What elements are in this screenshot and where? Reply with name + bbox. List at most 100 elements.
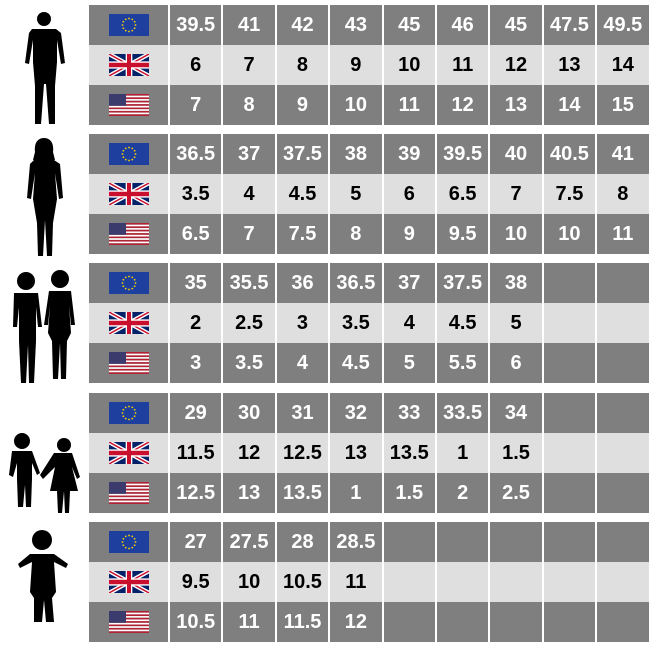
uk-flag-icon xyxy=(89,433,168,473)
size-cell: 35 xyxy=(170,263,222,303)
size-group: 35 35.5 36 36.5 37 37.5 38 2 2.5 3 3.5 4 4.5 5 3 3.5 4 4.… xyxy=(0,263,650,383)
size-cell: 7 xyxy=(490,174,542,214)
size-cell: 2 xyxy=(170,303,222,343)
size-cell xyxy=(597,433,649,473)
woman-silhouette-icon xyxy=(27,138,63,256)
size-cell: 36 xyxy=(276,263,329,303)
us-size-row: 10.5 11 11.5 12 xyxy=(89,602,649,642)
size-cell: 13 xyxy=(330,433,382,473)
size-cell: 38 xyxy=(330,134,382,174)
size-cell xyxy=(543,562,596,602)
us-size-row: 3 3.5 4 4.5 5 5.5 6 xyxy=(89,343,649,383)
size-cell xyxy=(543,473,596,513)
size-cell: 12 xyxy=(490,45,542,85)
size-cell: 37 xyxy=(383,263,435,303)
size-cell: 7 xyxy=(170,85,222,125)
eu-size-row: 36.5 37 37.5 38 39 39.5 40 40.5 41 xyxy=(89,134,649,174)
size-cell: 5 xyxy=(330,174,382,214)
size-cell: 32 xyxy=(330,393,382,433)
size-cell: 5.5 xyxy=(436,343,489,383)
size-cell: 5 xyxy=(490,303,542,343)
size-cell: 11 xyxy=(383,85,435,125)
us-size-row: 6.5 7 7.5 8 9 9.5 10 10 11 xyxy=(89,214,649,254)
size-cell: 13.5 xyxy=(383,433,435,473)
us-flag-icon xyxy=(89,343,168,383)
size-group: 36.5 37 37.5 38 39 39.5 40 40.5 41 3.5 4 4.5 5 6 6.5 7 7… xyxy=(0,134,650,256)
size-cell: 10 xyxy=(330,85,382,125)
size-cell: 29 xyxy=(170,393,222,433)
us-flag-icon xyxy=(89,85,168,125)
size-cell: 6 xyxy=(490,343,542,383)
size-cell: 10.5 xyxy=(276,562,329,602)
size-cell: 11 xyxy=(330,562,382,602)
children-silhouette-icon xyxy=(9,433,80,513)
size-cell: 11 xyxy=(223,602,275,642)
uk-size-row: 11.5 12 12.5 13 13.5 1 1.5 xyxy=(89,433,649,473)
size-cell xyxy=(383,602,435,642)
teens-silhouette-icon xyxy=(13,270,75,383)
size-cell: 14 xyxy=(597,45,649,85)
size-cell xyxy=(597,473,649,513)
size-cell: 8 xyxy=(276,45,329,85)
size-cell: 12 xyxy=(223,433,275,473)
size-cell xyxy=(383,522,435,562)
uk-flag-icon xyxy=(89,174,168,214)
size-cell xyxy=(436,562,489,602)
size-cell: 10 xyxy=(383,45,435,85)
size-cell: 7.5 xyxy=(276,214,329,254)
size-cell: 11.5 xyxy=(276,602,329,642)
size-cell xyxy=(436,602,489,642)
size-cell: 1.5 xyxy=(383,473,435,513)
size-cell xyxy=(597,393,649,433)
eu-flag-icon xyxy=(89,134,168,174)
size-cell: 6.5 xyxy=(436,174,489,214)
size-cell: 5 xyxy=(383,343,435,383)
size-cell xyxy=(597,522,649,562)
size-cell: 11.5 xyxy=(170,433,222,473)
eu-size-row: 27 27.5 28 28.5 xyxy=(89,522,649,562)
size-cell: 3.5 xyxy=(330,303,382,343)
size-cell: 9 xyxy=(383,214,435,254)
size-cell xyxy=(383,562,435,602)
us-flag-icon xyxy=(89,473,168,513)
size-cell: 10 xyxy=(490,214,542,254)
eu-size-row: 29 30 31 32 33 33.5 34 xyxy=(89,393,649,433)
us-flag-icon xyxy=(89,602,168,642)
size-cell xyxy=(490,602,542,642)
size-cell: 4.5 xyxy=(276,174,329,214)
size-cell: 13 xyxy=(543,45,596,85)
size-cell: 6.5 xyxy=(170,214,222,254)
size-cell xyxy=(597,263,649,303)
size-cell: 11 xyxy=(597,214,649,254)
eu-flag-icon xyxy=(89,522,168,562)
size-cell: 4.5 xyxy=(330,343,382,383)
size-cell: 8 xyxy=(330,214,382,254)
uk-flag-icon xyxy=(89,303,168,343)
size-cell: 3 xyxy=(276,303,329,343)
size-cell: 46 xyxy=(436,5,489,45)
size-cell: 36.5 xyxy=(170,134,222,174)
size-cell: 12.5 xyxy=(276,433,329,473)
size-cell: 2 xyxy=(436,473,489,513)
size-cell: 40.5 xyxy=(543,134,596,174)
size-cell: 12.5 xyxy=(170,473,222,513)
size-cell: 4 xyxy=(223,174,275,214)
size-cell: 7.5 xyxy=(543,174,596,214)
size-cell: 9 xyxy=(276,85,329,125)
size-cell: 1.5 xyxy=(490,433,542,473)
uk-size-row: 6 7 8 9 10 11 12 13 14 xyxy=(89,45,649,85)
eu-flag-icon xyxy=(89,5,168,45)
size-cell: 2.5 xyxy=(223,303,275,343)
size-cell: 43 xyxy=(330,5,382,45)
size-cell xyxy=(543,263,596,303)
size-cell: 33 xyxy=(383,393,435,433)
size-cell: 49.5 xyxy=(597,5,649,45)
size-cell: 41 xyxy=(597,134,649,174)
us-size-row: 12.5 13 13.5 1 1.5 2 2.5 xyxy=(89,473,649,513)
size-cell: 2.5 xyxy=(490,473,542,513)
size-cell: 27.5 xyxy=(223,522,275,562)
size-cell xyxy=(597,303,649,343)
size-cell xyxy=(436,522,489,562)
size-cell: 36.5 xyxy=(330,263,382,303)
size-cell: 40 xyxy=(490,134,542,174)
